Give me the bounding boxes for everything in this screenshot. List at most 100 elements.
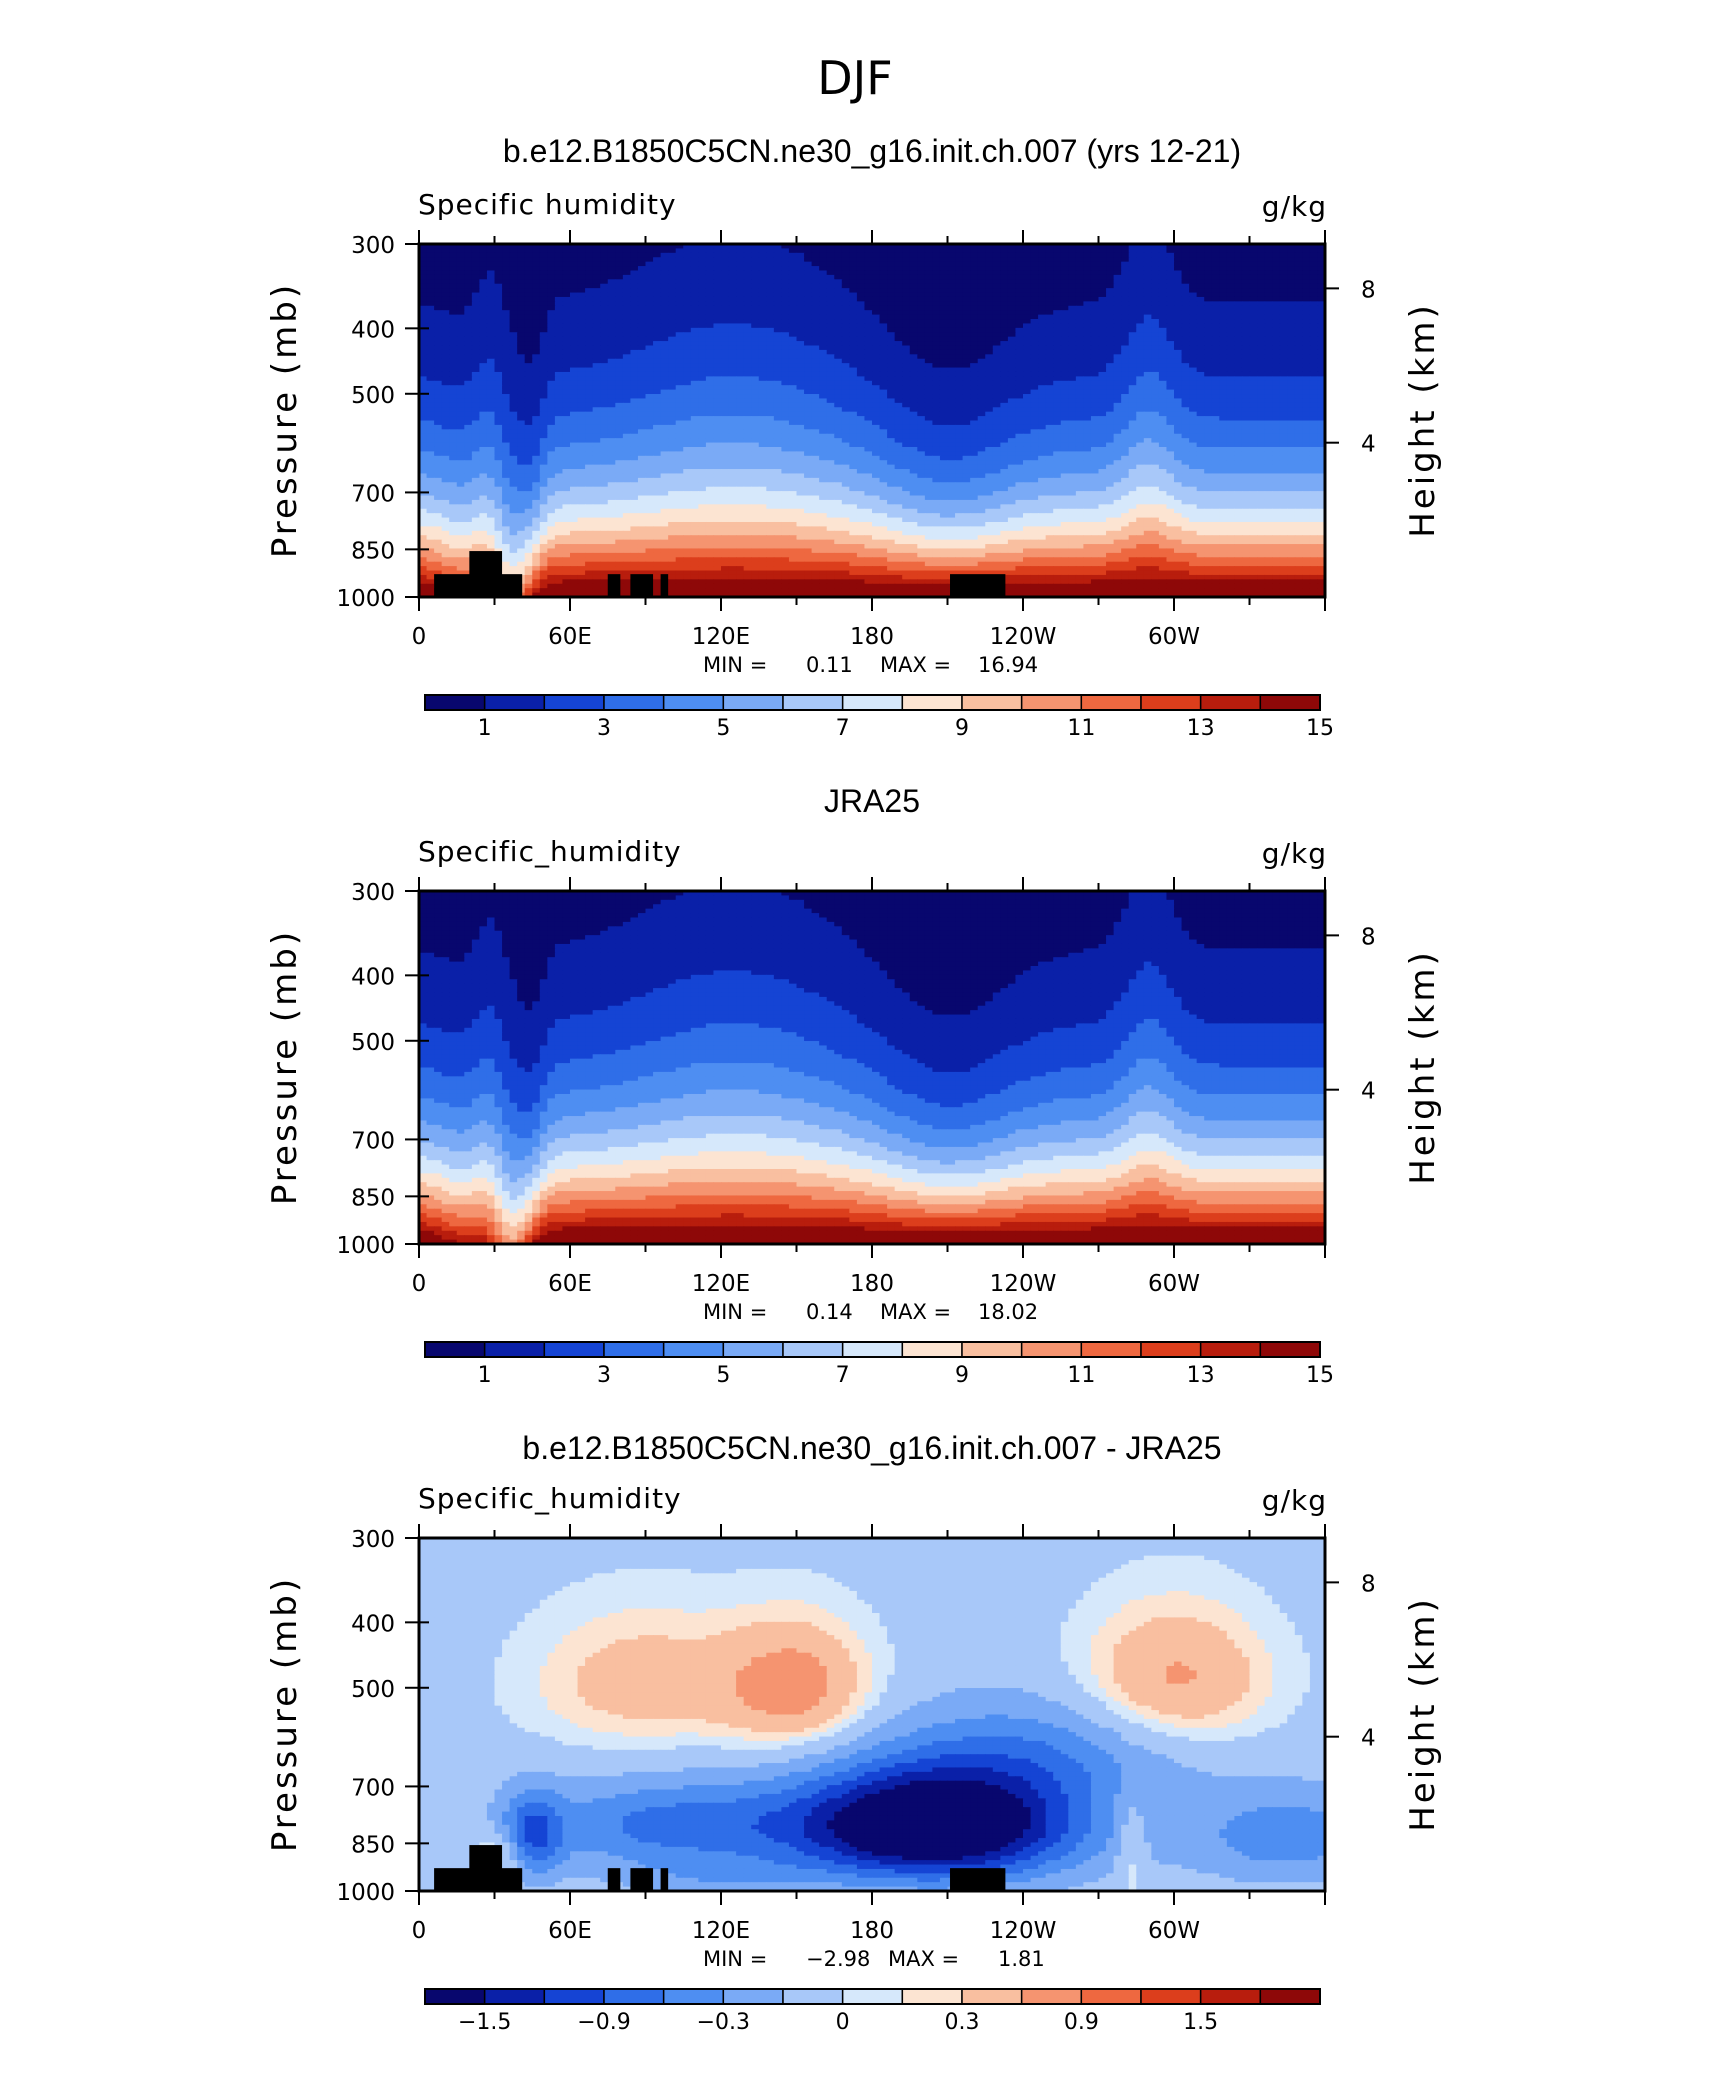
colorbar-swatch bbox=[603, 1988, 665, 2005]
colorbar-swatch bbox=[841, 1988, 904, 2005]
colorbar-label: 13 bbox=[1187, 1363, 1215, 1388]
colorbar-swatch bbox=[424, 1341, 486, 1358]
panel-2-title: b.e12.B1850C5CN.ne30_g16.init.ch.007 - J… bbox=[522, 1430, 1221, 1466]
colorbar-swatch bbox=[483, 1988, 546, 2005]
panel-2-min-value: −2.98 bbox=[806, 1947, 870, 1971]
panel-2-units: g/kg bbox=[1262, 1484, 1327, 1517]
colorbar-label: 7 bbox=[836, 1363, 850, 1388]
x-tick-label: 120E bbox=[692, 624, 750, 650]
x-tick-label: 60E bbox=[548, 624, 592, 650]
x-tick-label: 180 bbox=[850, 624, 894, 650]
colorbar-swatch bbox=[1080, 694, 1142, 711]
y-tick-label: 700 bbox=[351, 481, 395, 507]
x-tick-label: 60E bbox=[548, 1271, 592, 1297]
height-tick-label: 4 bbox=[1361, 432, 1376, 458]
colorbar-swatch bbox=[722, 1988, 784, 2005]
colorbar-swatch bbox=[1140, 694, 1202, 711]
panel-1-ticks: 0 60E 120E 180 120W 60W 300 400 500 700 850 1000 8 4 bbox=[336, 877, 1376, 1297]
height-tick-label: 4 bbox=[1361, 1079, 1376, 1105]
panel-0-min-label: MIN = bbox=[703, 653, 767, 677]
x-tick-label: 180 bbox=[850, 1918, 894, 1944]
colorbar-label: 15 bbox=[1306, 716, 1334, 741]
x-tick-label: 60W bbox=[1148, 1271, 1200, 1297]
colorbar-label: 5 bbox=[716, 1363, 730, 1388]
y-tick-label: 850 bbox=[351, 1185, 395, 1211]
panel-0-ylabel: Pressure (mb) bbox=[265, 282, 305, 558]
colorbar-label: 1.5 bbox=[1183, 2010, 1218, 2035]
x-tick-label: 120W bbox=[990, 1918, 1057, 1944]
colorbar-swatch bbox=[961, 1341, 1023, 1358]
colorbar-swatch bbox=[1259, 1341, 1321, 1358]
colorbar-swatch bbox=[1080, 1341, 1142, 1358]
panel-1-title: JRA25 bbox=[824, 783, 920, 819]
y-tick-label: 1000 bbox=[336, 586, 395, 612]
panel-1-min-label: MIN = bbox=[703, 1300, 767, 1324]
colorbar-swatch bbox=[662, 1988, 725, 2005]
colorbar-swatch bbox=[722, 694, 784, 711]
colorbar-swatch bbox=[901, 1988, 963, 2005]
x-tick-label: 120E bbox=[692, 1271, 750, 1297]
colorbar-swatch bbox=[662, 694, 725, 711]
panel-0-colorbar: 1 3 5 7 9 11 13 15 bbox=[424, 694, 1334, 741]
panel-0-field bbox=[419, 244, 1325, 597]
panel-0-min-value: 0.11 bbox=[806, 653, 853, 677]
height-tick-label: 4 bbox=[1361, 1726, 1376, 1752]
colorbar-label: 0.3 bbox=[945, 2010, 980, 2035]
y-tick-label: 700 bbox=[351, 1128, 395, 1154]
colorbar-label: 11 bbox=[1067, 716, 1095, 741]
colorbar-swatch bbox=[961, 694, 1023, 711]
colorbar-label: 5 bbox=[716, 716, 730, 741]
panel-2-max-value: 1.81 bbox=[998, 1947, 1045, 1971]
colorbar-swatch bbox=[1259, 694, 1321, 711]
terrain-block bbox=[491, 1868, 523, 1891]
y-tick-label: 300 bbox=[351, 1527, 395, 1553]
colorbar-swatch bbox=[782, 1988, 844, 2005]
y-tick-label: 400 bbox=[351, 1611, 395, 1637]
y-tick-label: 500 bbox=[351, 1677, 395, 1703]
y-tick-label: 850 bbox=[351, 538, 395, 564]
panel-2-ticks: 0 60E 120E 180 120W 60W 300 400 500 700 850 1000 8 4 bbox=[336, 1524, 1376, 1944]
panel-0-ylabel-right: Height (km) bbox=[1403, 302, 1443, 538]
panel-2: b.e12.B1850C5CN.ne30_g16.init.ch.007 - J… bbox=[265, 1430, 1443, 2035]
x-tick-label: 60W bbox=[1148, 1918, 1200, 1944]
panel-0-ticks: 0 60E 120E 180 120W 60W 300 400 500 700 850 1000 8 4 bbox=[336, 230, 1376, 650]
colorbar-swatch bbox=[424, 694, 486, 711]
panel-2-field bbox=[419, 1538, 1325, 1891]
colorbar-label: −0.3 bbox=[697, 2010, 750, 2035]
height-tick-label: 8 bbox=[1361, 277, 1376, 303]
colorbar-swatch bbox=[1020, 694, 1083, 711]
x-tick-label: 120W bbox=[990, 624, 1057, 650]
panel-0-title: b.e12.B1850C5CN.ne30_g16.init.ch.007 (yr… bbox=[503, 133, 1241, 169]
x-tick-label: 0 bbox=[412, 1918, 427, 1944]
colorbar-swatch bbox=[1140, 1988, 1202, 2005]
x-tick-label: 0 bbox=[412, 1271, 427, 1297]
colorbar-swatch bbox=[543, 694, 605, 711]
colorbar-swatch bbox=[603, 1341, 665, 1358]
panel-1-max-label: MAX = bbox=[880, 1300, 951, 1324]
panel-2-ylabel-right: Height (km) bbox=[1403, 1596, 1443, 1832]
colorbar-label: 13 bbox=[1187, 716, 1215, 741]
x-tick-label: 120E bbox=[692, 1918, 750, 1944]
colorbar-swatch bbox=[841, 694, 904, 711]
colorbar-label: 1 bbox=[478, 1363, 492, 1388]
colorbar-swatch bbox=[782, 1341, 844, 1358]
colorbar-label: −1.5 bbox=[458, 2010, 511, 2035]
colorbar-swatch bbox=[961, 1988, 1023, 2005]
figure-title: DJF bbox=[817, 51, 892, 105]
y-tick-label: 700 bbox=[351, 1775, 395, 1801]
colorbar-swatch bbox=[603, 694, 665, 711]
terrain-block bbox=[950, 1868, 1006, 1891]
panel-0: b.e12.B1850C5CN.ne30_g16.init.ch.007 (yr… bbox=[265, 133, 1443, 741]
y-tick-label: 400 bbox=[351, 964, 395, 990]
y-tick-label: 1000 bbox=[336, 1880, 395, 1906]
panel-1-variable-label: Specific_humidity bbox=[418, 835, 682, 868]
terrain-block bbox=[950, 574, 1006, 597]
colorbar-label: 9 bbox=[955, 716, 969, 741]
colorbar-swatch bbox=[782, 694, 844, 711]
x-tick-label: 60W bbox=[1148, 624, 1200, 650]
panel-1-ylabel-right: Height (km) bbox=[1403, 949, 1443, 1185]
colorbar-swatch bbox=[901, 694, 963, 711]
height-tick-label: 8 bbox=[1361, 1571, 1376, 1597]
y-tick-label: 850 bbox=[351, 1832, 395, 1858]
panel-0-units: g/kg bbox=[1262, 190, 1327, 223]
